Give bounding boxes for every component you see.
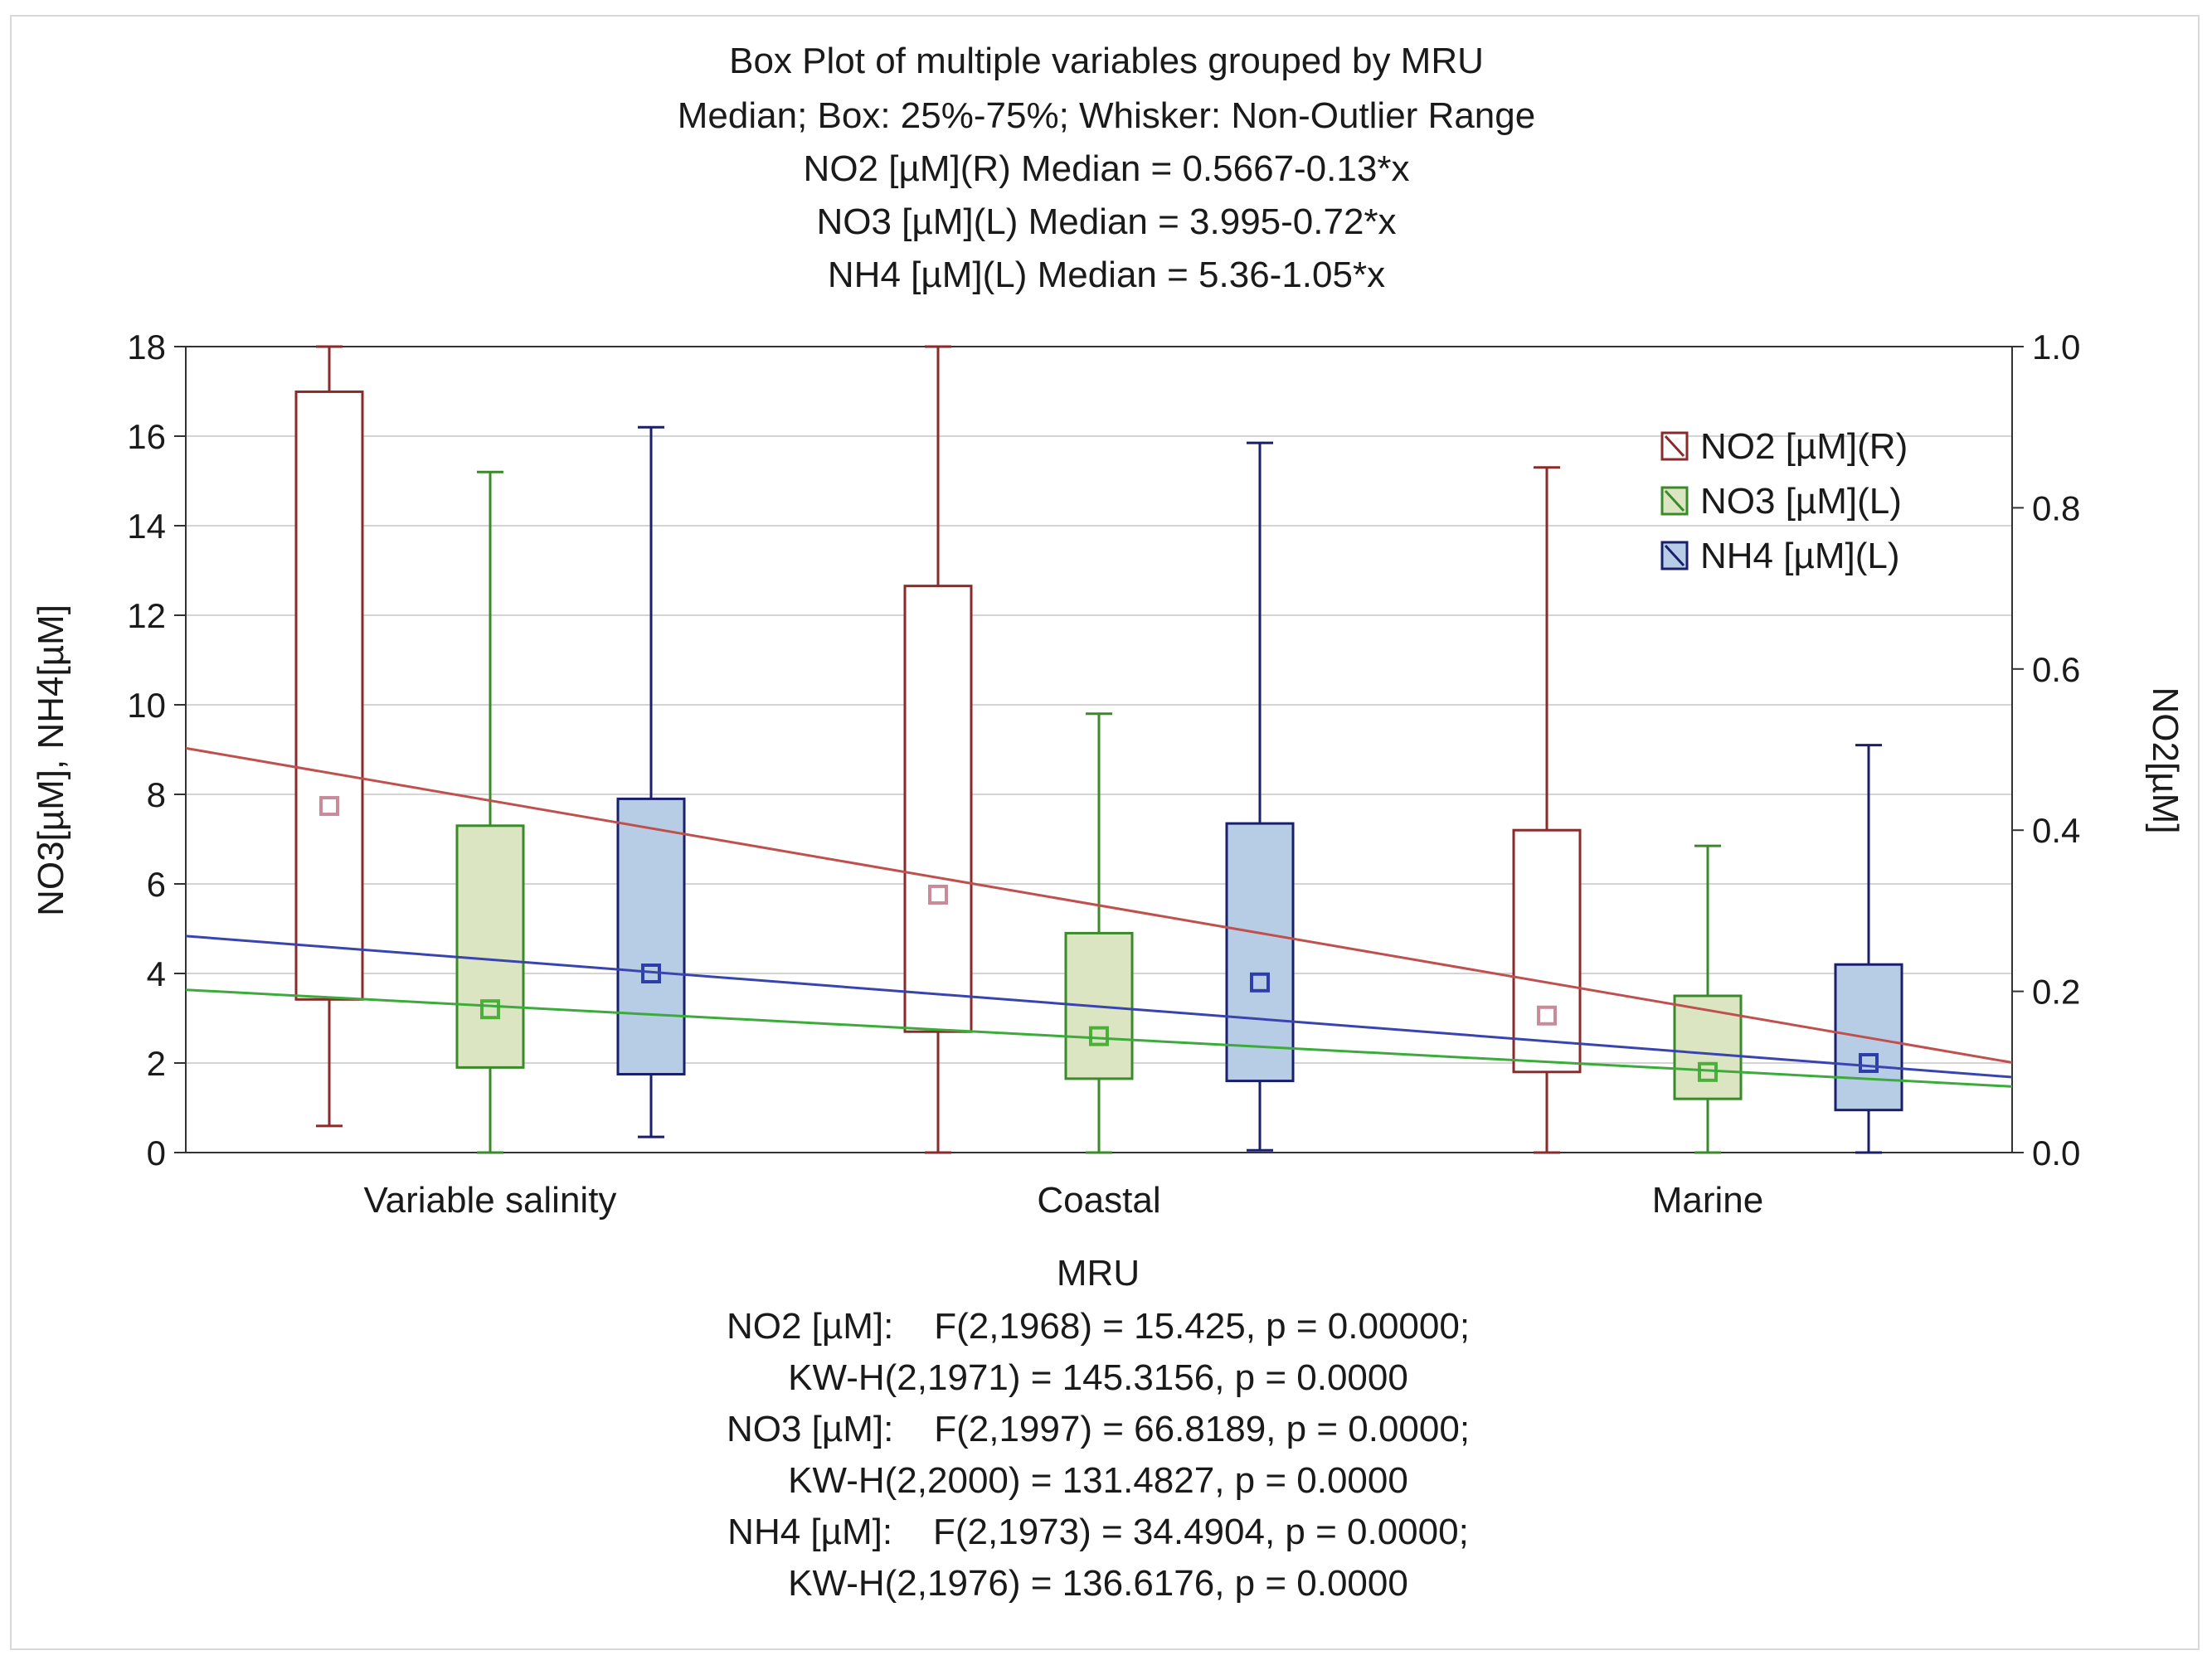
y-right-tick-label: 0.6 [2032,650,2080,689]
footer-line-6: KW-H(2,1976) = 136.6176, p = 0.0000 [788,1563,1408,1604]
statistics-footer: NO2 [µM]: F(2,1968) = 15.425, p = 0.0000… [727,1306,1470,1604]
legend-entry: NO3 [µM](L) [1700,481,1902,522]
chart-subtitle-4: NH4 [µM](L) Median = 5.36-1.05*x [828,255,1385,295]
y-left-tick-label: 0 [147,1133,166,1172]
legend-swatch-slash [1664,434,1685,458]
footer-line-5: NH4 [µM]: F(2,1973) = 34.4904, p = 0.000… [727,1512,1469,1552]
y-right-tick-label: 0.2 [2032,973,2080,1012]
y-right-tick-label: 0.4 [2032,811,2080,850]
trend-line-1 [186,988,2012,1088]
trend-line-2 [186,934,2012,1079]
median-marker [319,796,339,817]
median-marker [1089,1026,1109,1046]
series-2 [616,425,1903,1154]
footer-line-1: NO2 [µM]: F(2,1968) = 15.425, p = 0.0000… [727,1306,1470,1347]
y-right-tick-label: 1.0 [2032,328,2080,366]
x-tick-label: Marine [1652,1180,1764,1221]
y-left-tick-label: 6 [147,865,166,904]
chart-subtitle-3: NO3 [µM](L) Median = 3.995-0.72*x [816,201,1396,242]
y-axis-left-label: NO3[µM], NH4[µM] [31,604,71,916]
x-axis-label: MRU [1057,1253,1140,1294]
chart-subtitle-1: Median; Box: 25%-75%; Whisker: Non-Outli… [678,95,1535,136]
y-axis-right-label: NO2[µM] [2145,687,2185,834]
plot-area: 0 2 4 6 8 10 12 14 16 18 0.0 0.2 0.4 0.6 0.8 1.0 Variabl… [127,328,2080,1221]
chart-subtitle-2: NO2 [µM](R) Median = 0.5667-0.13*x [804,148,1410,189]
y-left-tick-label: 12 [127,596,166,635]
footer-line-3: NO3 [µM]: F(2,1997) = 66.8189, p = 0.000… [727,1409,1470,1449]
median-marker [1537,1005,1557,1026]
series-0 [294,345,1582,1154]
box [1225,822,1295,1083]
y-right-tick-label: 0.0 [2032,1133,2080,1172]
box [294,390,364,1001]
legend-swatch-slash [1664,489,1685,512]
y-left-tick-label: 10 [127,686,166,725]
title-block: Box Plot of multiple variables grouped b… [678,41,1535,295]
chart-title: Box Plot of multiple variables grouped b… [729,41,1484,81]
legend-entry: NH4 [µM](L) [1700,536,1899,576]
y-left-tick-label: 14 [127,507,166,546]
y-left-tick-label: 16 [127,417,166,456]
box [1512,828,1582,1074]
series-1 [455,470,1743,1154]
box [455,824,525,1069]
chart-frame: Box Plot of multiple variables grouped b… [10,15,2200,1650]
median-marker [928,884,948,905]
y-right-tick-label: 0.8 [2032,488,2080,527]
median-marker [1859,1053,1879,1073]
median-marker [1250,972,1270,993]
median-marker [480,999,500,1020]
y-left-tick-label: 8 [147,775,166,814]
footer-line-2: KW-H(2,1971) = 145.3156, p = 0.0000 [788,1357,1408,1398]
y-left-tick-label: 2 [147,1044,166,1083]
x-tick-label: Coastal [1037,1180,1160,1221]
x-tick-label: Variable salinity [364,1180,617,1221]
legend-swatch-slash [1664,544,1685,567]
y-left-tick-label: 18 [127,328,166,366]
trend-line-0 [186,746,2012,1064]
box-plot-chart: Box Plot of multiple variables grouped b… [31,41,2185,1604]
box [616,797,686,1076]
legend: NO2 [µM](R) NO3 [µM](L) NH4 [µM](L) [1660,426,1908,576]
legend-entry: NO2 [µM](R) [1700,426,1908,467]
box [903,585,973,1033]
footer-line-4: KW-H(2,2000) = 131.4827, p = 0.0000 [788,1460,1408,1501]
y-left-tick-label: 4 [147,954,166,993]
